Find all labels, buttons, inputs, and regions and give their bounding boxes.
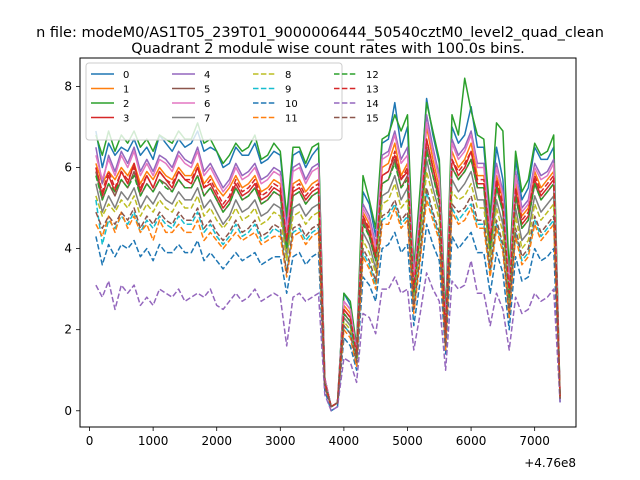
legend-label-15: 15 [366,114,379,125]
y-tick-label: 8 [64,79,72,93]
legend-label-1: 1 [123,85,129,96]
legend-label-3: 3 [123,114,129,125]
series-layer [95,77,561,412]
tick-layer: 0 1000 2000 3000 4000 5000 6000 7000 0 2 4 6 8 [64,79,550,448]
legend-label-13: 13 [366,85,379,96]
x-tick-label: 0 [86,434,94,448]
x-tick-label: 1000 [138,434,169,448]
chart-title: Quadrant 2 module wise count rates with … [131,41,525,57]
x-tick-label: 3000 [265,434,296,448]
x-tick-label: 2000 [201,434,232,448]
series-line-13 [95,138,561,408]
legend-label-2: 2 [123,99,129,110]
legend-label-14: 14 [366,99,379,110]
legend-label-9: 9 [285,85,291,96]
legend-box [85,62,343,141]
x-offset-label: +4.76e8 [524,456,576,470]
legend-label-6: 6 [204,99,210,110]
x-tick-label: 4000 [329,434,360,448]
plot-frame [79,57,577,428]
legend-label-10: 10 [285,99,298,110]
y-tick-label: 4 [64,242,72,256]
legend-label-7: 7 [204,114,210,125]
x-tick-label: 5000 [392,434,423,448]
y-tick-label: 6 [64,160,72,174]
x-tick-label: 7000 [519,434,550,448]
x-tick-label: 6000 [456,434,487,448]
y-tick-label: 0 [64,404,72,418]
chart-suptitle: n file: modeM0/AS1T05_239T01_9000006444_… [36,25,604,41]
legend-label-12: 12 [366,70,379,81]
series-line-14 [95,259,561,412]
series-line-15 [95,187,561,408]
legend-label-0: 0 [123,70,129,81]
legend-label-5: 5 [204,85,210,96]
legend-label-4: 4 [204,70,210,81]
series-line-10 [95,223,561,412]
legend-label-11: 11 [285,114,298,125]
y-tick-label: 2 [64,323,72,337]
legend-label-8: 8 [285,70,291,81]
